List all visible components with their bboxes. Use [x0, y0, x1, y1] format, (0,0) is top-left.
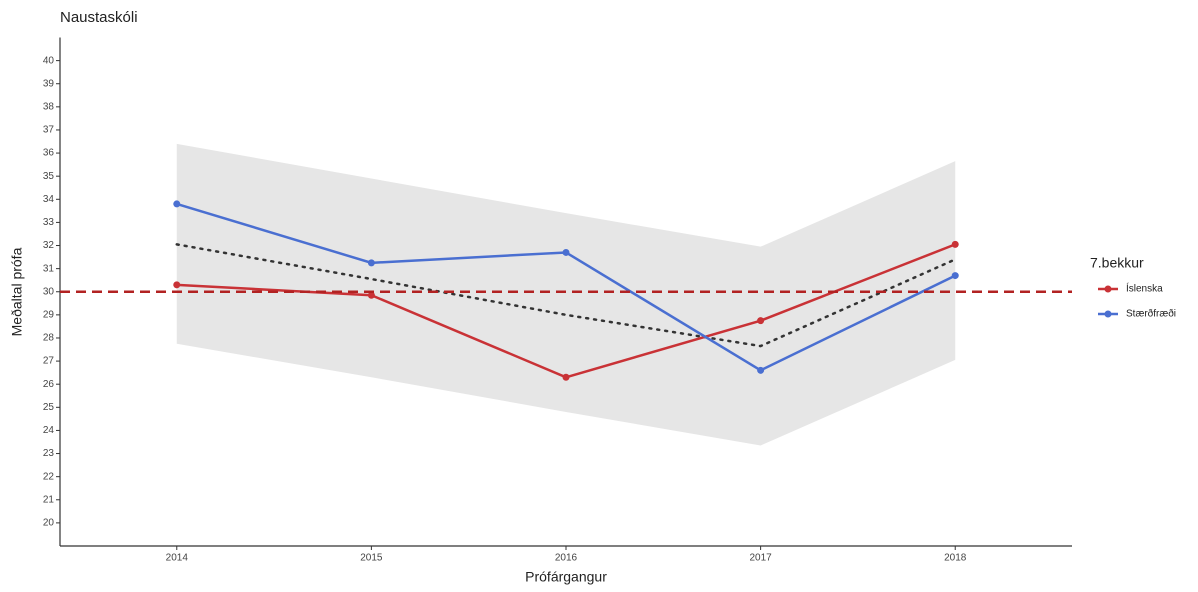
data-point — [173, 200, 181, 208]
y-tick-label: 20 — [43, 518, 55, 529]
y-tick-label: 39 — [43, 78, 55, 89]
confidence-ribbon — [176, 143, 956, 446]
legend-key-point — [1104, 285, 1112, 293]
y-tick-label: 22 — [43, 471, 55, 482]
data-point — [562, 248, 570, 256]
data-point — [951, 240, 959, 248]
x-axis-label: Prófárgangur — [525, 569, 607, 585]
data-point — [757, 366, 765, 374]
x-tick-label: 2016 — [555, 553, 578, 564]
y-tick-label: 32 — [43, 240, 55, 251]
y-tick-label: 35 — [43, 171, 55, 182]
y-tick-label: 28 — [43, 333, 55, 344]
y-tick-label: 23 — [43, 448, 55, 459]
y-tick-label: 40 — [43, 55, 55, 66]
data-point — [757, 317, 765, 325]
x-tick-label: 2018 — [944, 553, 967, 564]
y-tick-label: 27 — [43, 356, 55, 367]
y-tick-label: 26 — [43, 379, 55, 390]
x-tick-label: 2014 — [166, 553, 189, 564]
y-axis-label: Meðaltal prófa — [9, 247, 25, 336]
data-point — [367, 291, 375, 299]
y-tick-label: 36 — [43, 148, 55, 159]
legend-label: Íslenska — [1126, 282, 1163, 295]
legend-label: Stærðfræði — [1126, 308, 1176, 320]
trend-line — [175, 243, 957, 348]
x-tick-label: 2015 — [360, 553, 383, 564]
x-tick-label: 2017 — [749, 553, 772, 564]
data-point — [173, 281, 181, 289]
legend-title: 7.bekkur — [1090, 255, 1144, 271]
data-point — [562, 373, 570, 381]
y-tick-label: 31 — [43, 263, 55, 274]
y-tick-label: 34 — [43, 194, 55, 205]
data-point — [951, 272, 959, 280]
chart-title: Naustaskóli — [60, 9, 138, 26]
y-tick-label: 21 — [43, 494, 55, 505]
y-tick-label: 25 — [43, 402, 55, 413]
y-tick-label: 24 — [43, 425, 55, 436]
legend-key-point — [1104, 310, 1112, 318]
y-tick-label: 30 — [43, 286, 55, 297]
y-tick-label: 37 — [43, 125, 55, 136]
y-tick-label: 29 — [43, 310, 55, 321]
y-tick-label: 38 — [43, 101, 55, 112]
y-tick-label: 33 — [43, 217, 55, 228]
data-point — [367, 259, 375, 267]
